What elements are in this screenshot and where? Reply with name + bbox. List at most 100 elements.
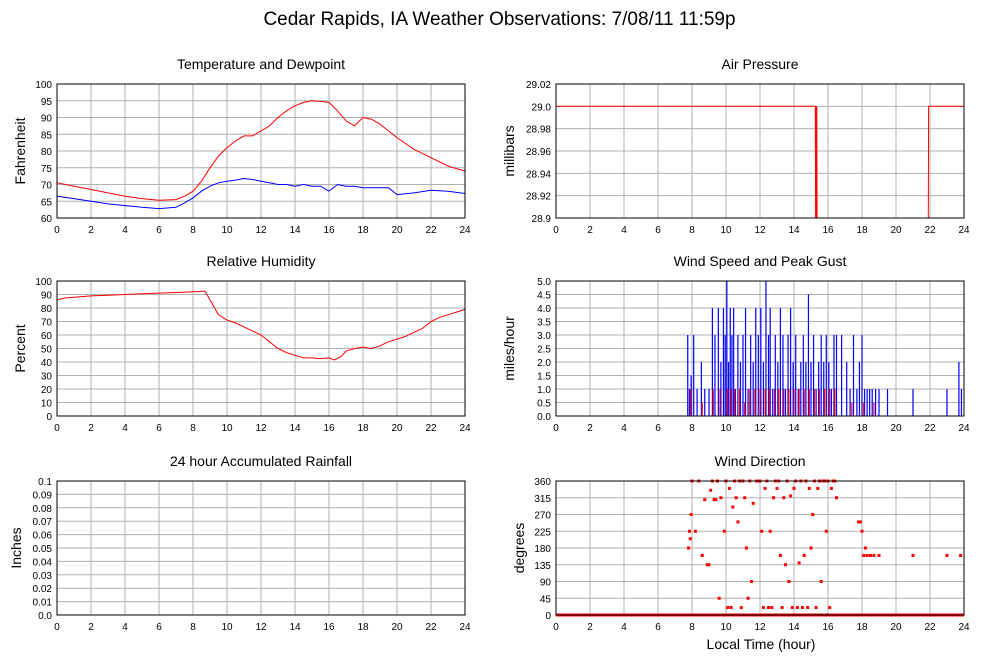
x-tick-label: 10	[221, 225, 233, 236]
direction-point	[806, 606, 810, 610]
direction-point	[959, 553, 963, 557]
y-tick-label: 95	[41, 97, 53, 108]
x-tick-label: 12	[754, 622, 766, 633]
x-tick-label: 24	[459, 622, 471, 633]
x-tick-label: 2	[587, 225, 593, 236]
direction-point	[814, 606, 818, 610]
y-tick-label: 29.0	[532, 102, 552, 113]
direction-point	[860, 529, 864, 533]
x-tick-label: 18	[357, 423, 369, 434]
x-tick-label: 10	[720, 622, 732, 633]
y-tick-label: 100	[35, 80, 52, 91]
direction-point	[858, 520, 862, 524]
y-tick-label: 0	[545, 611, 551, 622]
direction-point	[693, 529, 697, 533]
direction-point	[726, 606, 730, 610]
x-tick-label: 16	[822, 622, 834, 633]
y-tick-label: 60	[41, 331, 53, 342]
x-tick-label: 20	[890, 423, 902, 434]
y-axis-label: Percent	[12, 324, 28, 372]
direction-point	[775, 486, 779, 490]
x-tick-label: 22	[924, 225, 936, 236]
x-tick-label: 10	[720, 225, 732, 236]
y-tick-label: 20	[41, 385, 53, 396]
direction-point	[722, 529, 726, 533]
x-tick-label: 0	[54, 423, 60, 434]
y-axis-label: degrees	[511, 523, 527, 574]
x-tick-label: 18	[856, 225, 868, 236]
direction-point	[761, 606, 765, 610]
y-tick-label: 70	[41, 181, 53, 192]
x-tick-label: 4	[621, 423, 627, 434]
x-tick-label: 18	[357, 622, 369, 633]
direction-point	[743, 496, 747, 500]
y-tick-label: 28.94	[526, 169, 551, 180]
x-tick-label: 2	[587, 423, 593, 434]
y-tick-label: 225	[534, 527, 551, 538]
y-tick-label: 0.0	[537, 412, 551, 423]
x-tick-label: 14	[788, 225, 800, 236]
x-tick-label: 8	[190, 225, 196, 236]
y-tick-label: 0.02	[33, 584, 53, 595]
y-tick-label: 90	[41, 114, 53, 125]
y-tick-label: 70	[41, 318, 53, 329]
x-tick-label: 18	[856, 423, 868, 434]
y-tick-label: 0.06	[33, 531, 53, 542]
direction-point	[835, 496, 838, 500]
chart-title: Wind Speed and Peak Gust	[674, 253, 847, 269]
direction-point	[767, 606, 770, 610]
x-tick-label: 16	[822, 225, 834, 236]
plot-frame	[56, 280, 466, 417]
x-tick-label: 8	[689, 622, 695, 633]
y-tick-label: 80	[41, 304, 53, 315]
direction-point	[751, 501, 755, 505]
x-tick-label: 2	[88, 225, 94, 236]
x-tick-label: 16	[323, 423, 335, 434]
direction-point	[717, 596, 721, 600]
direction-point	[736, 520, 740, 524]
x-axis-label: Local Time (hour)	[706, 636, 816, 652]
y-tick-label: 40	[41, 358, 53, 369]
x-tick-label: 0	[54, 225, 60, 236]
x-tick-label: 8	[190, 423, 196, 434]
x-tick-label: 4	[122, 225, 128, 236]
x-tick-label: 22	[425, 622, 437, 633]
y-tick-label: 4.0	[537, 304, 551, 315]
direction-point	[714, 498, 718, 502]
x-tick-label: 12	[754, 423, 766, 434]
x-tick-label: 10	[720, 423, 732, 434]
direction-point	[729, 606, 733, 610]
direction-point	[828, 606, 832, 610]
chart-title: Temperature and Dewpoint	[177, 56, 345, 72]
x-tick-label: 12	[255, 225, 267, 236]
y-tick-label: 1.0	[537, 385, 551, 396]
y-tick-label: 10	[41, 399, 53, 410]
x-tick-label: 22	[425, 423, 437, 434]
y-tick-label: 2.0	[537, 358, 551, 369]
x-tick-label: 14	[289, 622, 301, 633]
y-tick-label: 0.01	[33, 598, 53, 609]
x-tick-label: 0	[54, 622, 60, 633]
y-tick-label: 0.08	[33, 504, 53, 515]
y-tick-label: 28.96	[526, 147, 551, 158]
plot-frame	[56, 83, 466, 219]
direction-point	[877, 553, 881, 557]
x-tick-label: 4	[621, 622, 627, 633]
direction-point	[689, 513, 693, 516]
direction-point	[687, 529, 691, 533]
direction-point	[778, 553, 782, 557]
y-tick-label: 4.5	[537, 291, 551, 302]
x-tick-label: 20	[391, 225, 403, 236]
x-tick-label: 4	[621, 225, 627, 236]
x-tick-label: 0	[553, 423, 559, 434]
y-tick-label: 0.5	[537, 399, 551, 410]
x-tick-label: 6	[156, 225, 162, 236]
direction-point	[763, 486, 767, 490]
x-tick-label: 14	[788, 622, 800, 633]
direction-point	[790, 606, 794, 610]
